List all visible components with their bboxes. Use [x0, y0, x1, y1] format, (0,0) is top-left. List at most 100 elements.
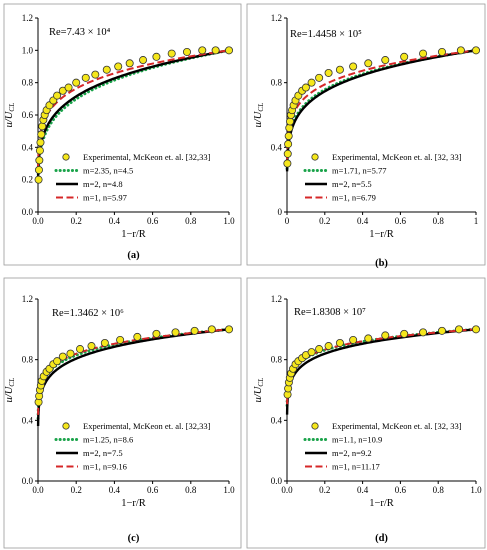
data-point [364, 334, 373, 343]
reynolds-annotation: Re=7.43 × 10⁴ [49, 27, 111, 38]
series-line [285, 48, 478, 171]
y-tick-label: 0.4 [22, 142, 34, 152]
chart-panel: 0 0.2 0.4 0.6 0.8 1 0 0.4 0.8 1.2 u/UCL 1−r/R Re=1.4… [246, 3, 486, 269]
data-point [36, 138, 45, 147]
x-tick-label: 1.0 [223, 485, 235, 495]
x-tick-label: 0.4 [357, 216, 369, 226]
data-point [301, 83, 310, 92]
y-tick-label: 0.8 [271, 355, 283, 365]
data-point [66, 349, 75, 358]
y-tick-label: 0.4 [271, 142, 283, 152]
data-point [139, 56, 148, 65]
y-tick-label: 1.2 [22, 13, 33, 23]
data-point [53, 357, 62, 366]
panel-frame [3, 3, 242, 266]
data-point [307, 348, 316, 357]
data-point [284, 140, 293, 149]
data-point [100, 338, 109, 347]
x-tick-label: 0.0 [32, 485, 44, 495]
data-point [34, 175, 43, 184]
legend-label: Experimental, McKeon et. al. [32,33] [83, 421, 211, 431]
data-point [76, 345, 85, 354]
data-point [437, 47, 446, 56]
data-point [207, 325, 216, 334]
data-point [125, 59, 134, 68]
data-point [211, 46, 220, 55]
data-point [72, 78, 81, 87]
data-point [182, 47, 191, 56]
x-tick-label: 0.2 [319, 216, 330, 226]
y-tick-label: 0.0 [271, 476, 283, 486]
data-point [324, 68, 333, 77]
data-point [437, 326, 446, 335]
data-point [349, 335, 358, 344]
chart-panel: 0.0 0.2 0.4 0.6 0.8 1.0 0.0 0.2 0.4 0.6 0.8 1.0 1.2 u… [3, 3, 242, 266]
data-point [198, 46, 207, 55]
x-axis-label: 1−r/R [369, 498, 394, 509]
data-point [102, 65, 111, 74]
data-point [283, 159, 292, 168]
x-tick-label: 0.4 [109, 485, 121, 495]
y-tick-label: 0.0 [22, 476, 34, 486]
legend-label: m=1, n=11.17 [332, 462, 380, 472]
x-tick-label: 0.4 [109, 216, 121, 226]
x-tick-label: 0.6 [395, 216, 407, 226]
data-point [35, 156, 44, 165]
legend-marker [62, 422, 70, 430]
y-tick-label: 0.4 [22, 415, 34, 425]
reynolds-annotation: Re=1.4458 × 10⁵ [290, 29, 362, 40]
x-tick-label: 0.2 [71, 485, 82, 495]
data-point [419, 328, 428, 337]
x-tick-label: 0.0 [281, 485, 293, 495]
x-tick-label: 0.6 [147, 485, 159, 495]
data-point [38, 122, 47, 131]
series-line [285, 328, 477, 415]
y-tick-label: 0.0 [22, 207, 34, 217]
x-axis-label: 1−r/R [121, 498, 146, 509]
data-point [91, 70, 100, 79]
x-tick-label: 0.6 [147, 216, 159, 226]
data-point [315, 345, 324, 354]
y-tick-label: 0.4 [271, 415, 283, 425]
x-tick-label: 0.8 [433, 216, 445, 226]
data-point [37, 130, 46, 139]
x-tick-label: 0.6 [395, 485, 407, 495]
panel-label: (b) [375, 258, 388, 269]
legend-label: m=1.1, n=10.9 [332, 435, 382, 445]
legend-label: m=2, n=4.8 [83, 179, 123, 189]
legend-label: Experimental, McKeon et. al. [32, 33] [332, 152, 462, 162]
data-point [81, 73, 90, 82]
data-point [349, 62, 358, 71]
data-point [286, 117, 295, 126]
series-line [37, 49, 230, 167]
legend-label: m=1, n=5.97 [83, 193, 127, 203]
data-point [471, 46, 480, 55]
data-point [284, 132, 293, 141]
legend-label: m=1, n=9.16 [83, 462, 127, 472]
series-line [36, 328, 230, 426]
panel-label: (d) [375, 533, 388, 544]
y-tick-label: 1.0 [22, 45, 34, 55]
y-tick-label: 0.8 [22, 78, 34, 88]
x-tick-label: 0.4 [357, 485, 369, 495]
data-point [456, 46, 465, 55]
panel-label: (c) [128, 533, 140, 544]
data-point [335, 65, 344, 74]
x-tick-label: 0.8 [433, 485, 445, 495]
data-point [58, 352, 67, 361]
data-point [116, 335, 125, 344]
panel-frame [246, 3, 486, 266]
x-tick-label: 1 [474, 216, 479, 226]
data-point [133, 332, 142, 341]
data-point [152, 52, 161, 61]
y-tick-label: 0.2 [22, 175, 33, 185]
data-point [167, 49, 176, 58]
x-axis-label: 1−r/R [369, 229, 394, 240]
x-tick-label: 0 [285, 216, 290, 226]
y-tick-label: 0 [278, 207, 283, 217]
y-axis-label: u/UCL [4, 378, 16, 403]
x-tick-label: 1.0 [470, 485, 482, 495]
legend-label: m=2, n=9.2 [332, 448, 372, 458]
data-point [64, 83, 73, 92]
data-point [114, 62, 123, 71]
